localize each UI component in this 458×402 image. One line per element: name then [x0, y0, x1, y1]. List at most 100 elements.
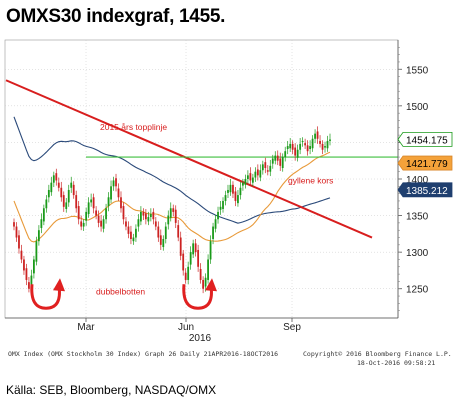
- candle-body: [147, 217, 150, 222]
- candle-body: [102, 219, 105, 229]
- candle-body: [309, 146, 311, 150]
- candle-body: [227, 189, 229, 193]
- candle-body: [179, 237, 182, 256]
- candle-body: [284, 151, 287, 158]
- candle-body: [266, 170, 269, 172]
- candle-body: [75, 195, 78, 209]
- candle-body: [52, 175, 55, 183]
- candle-body: [50, 182, 53, 193]
- candle-body: [174, 209, 177, 223]
- y-axis: 1250130013501400145015001550: [397, 40, 429, 318]
- candle-body: [222, 200, 224, 209]
- candle-body: [152, 211, 155, 220]
- candle-body: [259, 170, 262, 178]
- y-tick-label: 1500: [406, 102, 429, 113]
- candle-body: [296, 149, 299, 158]
- candle-body: [202, 279, 205, 289]
- arrow-bottom-1: [30, 284, 61, 310]
- candle-body: [271, 158, 274, 164]
- candle-body: [311, 138, 314, 149]
- candle-body: [125, 221, 127, 227]
- candle-body: [291, 143, 294, 150]
- candle-body: [120, 197, 122, 209]
- candle-body: [135, 228, 137, 238]
- candle-body: [144, 213, 147, 220]
- candle-body: [194, 243, 197, 253]
- candle-body: [197, 249, 200, 267]
- candle-body: [23, 259, 25, 271]
- candle-body: [137, 219, 140, 227]
- candle-body: [261, 164, 264, 171]
- candle-body: [199, 268, 202, 280]
- candle-body: [212, 226, 214, 239]
- candle-body: [100, 220, 102, 227]
- candle-body: [306, 145, 309, 152]
- candle-body: [154, 221, 157, 227]
- candle-body: [162, 238, 165, 248]
- candle-body: [20, 250, 23, 260]
- candle-body: [219, 206, 222, 210]
- candle-body: [167, 215, 170, 225]
- candle-body: [115, 178, 117, 187]
- candle-body: [35, 241, 38, 262]
- candle-body: [294, 147, 297, 156]
- candle-body: [87, 202, 90, 215]
- y-tick-label: 1350: [406, 212, 429, 223]
- indicator-lines: [5, 79, 398, 243]
- annotations: 2015 års topplinje gyllene kors dubbelbott…: [30, 122, 333, 310]
- candle-body: [55, 173, 58, 181]
- candle-body: [130, 231, 132, 239]
- price-label-box: [397, 155, 453, 171]
- candle-body: [286, 146, 289, 150]
- candle-body: [269, 165, 272, 172]
- price-label-box: [397, 131, 453, 147]
- candle-body: [239, 187, 242, 196]
- candle-body: [159, 235, 162, 245]
- candle-body: [217, 211, 219, 220]
- x-axis: Mar Jun Sep 2016: [5, 317, 398, 344]
- candle-body: [85, 211, 88, 221]
- candle-body: [189, 252, 192, 265]
- footer-copyright: Copyright© 2016 Bloomberg Finance L.P.: [303, 350, 452, 358]
- candle-body: [77, 206, 80, 220]
- candle-body: [249, 173, 252, 181]
- candle-body: [80, 221, 83, 227]
- annotation-golden-cross: gyllene kors: [288, 175, 333, 185]
- candle-body: [242, 182, 244, 186]
- candle-body: [57, 182, 60, 188]
- candle-body: [122, 206, 125, 220]
- candle-body: [42, 208, 45, 222]
- candle-body: [319, 140, 321, 144]
- y-tick-label: 1550: [406, 65, 429, 76]
- candle-body: [204, 277, 207, 287]
- chart-title: OMXS30 indexgraf, 1455.: [6, 6, 226, 27]
- candle-body: [256, 169, 259, 176]
- x-tick-label: Jun: [178, 322, 194, 333]
- candle-body: [92, 197, 95, 209]
- candle-body: [169, 208, 172, 218]
- candle-body: [301, 140, 304, 142]
- candle-body: [192, 243, 195, 255]
- y-tick-label: 1300: [406, 248, 429, 259]
- candle-body: [37, 230, 40, 242]
- source-note: Källa: SEB, Bloomberg, NASDAQ/OMX: [6, 383, 217, 397]
- candle-body: [13, 222, 15, 227]
- candle-body: [207, 259, 209, 280]
- candle-body: [316, 131, 319, 139]
- price-label-text: 1385.212: [406, 186, 448, 197]
- trendline-2015: [5, 79, 373, 239]
- annotation-topline: 2015 års topplinje: [100, 122, 167, 132]
- candle-body: [289, 143, 292, 149]
- candle-body: [110, 186, 112, 200]
- candle-body: [65, 202, 68, 209]
- candle-body: [276, 155, 279, 161]
- candle-body: [30, 275, 33, 289]
- candle-body: [234, 191, 237, 201]
- candle-body: [229, 184, 232, 193]
- short-moving-average: [13, 151, 331, 243]
- candle-body: [232, 184, 234, 194]
- candle-body: [45, 199, 48, 209]
- candle-body: [314, 133, 316, 139]
- candle-body: [67, 189, 70, 203]
- candle-body: [47, 189, 50, 198]
